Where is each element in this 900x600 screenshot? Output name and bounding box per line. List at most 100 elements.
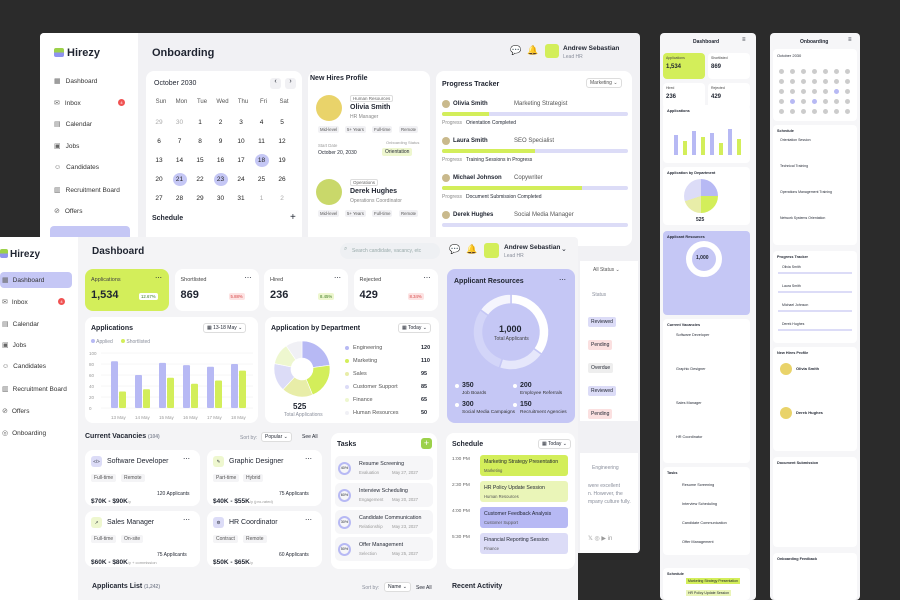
stat-card[interactable]: Hired 236 <box>663 83 705 109</box>
calendar-day[interactable] <box>812 99 817 104</box>
see-all-link[interactable]: See All <box>416 585 432 591</box>
sort-select[interactable]: Popular ⌄ <box>261 432 292 442</box>
calendar-day[interactable] <box>801 79 806 84</box>
calendar-day[interactable]: 1 <box>198 119 202 126</box>
calendar-day[interactable]: 29 <box>155 119 163 126</box>
avatar[interactable] <box>545 44 559 58</box>
calendar-day[interactable] <box>845 99 850 104</box>
calendar-day[interactable]: 18 <box>254 154 269 167</box>
more-icon[interactable]: ⋯ <box>244 275 252 282</box>
sidebar-item-inbox[interactable]: ✉ Inbox 4 <box>0 294 72 310</box>
calendar-day[interactable]: 24 <box>237 176 245 183</box>
calendar-day[interactable]: 16 <box>216 157 225 164</box>
chevron-down-icon[interactable]: ⌄ <box>561 246 567 253</box>
calendar-day[interactable] <box>790 109 795 114</box>
schedule-event[interactable]: Customer Feedback Analysis Customer Suppo… <box>480 507 568 528</box>
prev-month-button[interactable]: ‹ <box>270 78 281 89</box>
calendar-day[interactable]: 23 <box>213 173 228 186</box>
more-icon[interactable]: ⋯ <box>305 456 312 463</box>
calendar-day[interactable] <box>834 109 839 114</box>
task-item[interactable]: 30% Candidate Communication Relationship Ma… <box>335 510 433 534</box>
calendar-day[interactable] <box>834 89 839 94</box>
sidebar-item-calendar[interactable]: ▤ Calendar <box>0 316 72 332</box>
sidebar-item-recruitment-board[interactable]: ▥ Recruitment Board <box>54 186 130 202</box>
more-icon[interactable]: ⋯ <box>423 275 431 282</box>
calendar-day[interactable]: 19 <box>278 157 286 164</box>
calendar-day[interactable] <box>823 99 828 104</box>
calendar-day[interactable]: 15 <box>196 157 204 164</box>
sidebar-item-dashboard[interactable]: ▦ Dashboard <box>54 77 130 93</box>
calendar-day[interactable]: 31 <box>237 195 245 202</box>
stat-card[interactable]: Applications ⋯ 1,534 12.67% <box>85 269 169 311</box>
sidebar-item-candidates[interactable]: ☺ Candidates <box>0 359 72 375</box>
menu-icon[interactable]: ≡ <box>742 37 746 43</box>
calendar-day[interactable] <box>801 89 806 94</box>
sidebar-item-candidates[interactable]: ☺ Candidates <box>54 164 130 180</box>
calendar-day[interactable] <box>812 69 817 74</box>
avatar[interactable] <box>484 243 499 258</box>
vacancy-card[interactable]: ✎ Graphic Designer ⋯ Part-time Hybrid $40K - … <box>207 450 322 506</box>
calendar-day[interactable]: 8 <box>198 138 202 145</box>
calendar-day[interactable]: 2 <box>218 119 223 126</box>
calendar-day[interactable] <box>845 79 850 84</box>
schedule-event[interactable]: Financial Reporting Session Finance <box>480 533 568 554</box>
calendar-day[interactable]: 20 <box>155 176 163 183</box>
calendar-day[interactable] <box>812 89 817 94</box>
sidebar-item-offers[interactable]: ⊘ Offers <box>0 403 72 419</box>
calendar-day[interactable]: 28 <box>175 195 184 202</box>
task-item[interactable]: 50% Offer Management Selection May 25, 2027 <box>335 537 433 561</box>
calendar-day[interactable] <box>779 79 784 84</box>
more-icon[interactable]: ⋯ <box>305 517 312 524</box>
calendar-day[interactable] <box>845 89 850 94</box>
schedule-event[interactable]: Marketing Strategy Presentation Marketing <box>480 455 568 476</box>
calendar-day[interactable] <box>823 89 828 94</box>
calendar-day[interactable] <box>834 99 839 104</box>
vacancy-card[interactable]: </> Software Developer ⋯ Full-time Remote $70… <box>85 450 200 506</box>
calendar-day[interactable] <box>790 79 795 84</box>
calendar-day[interactable] <box>834 79 839 84</box>
hire-card[interactable]: Operations Derek Hughes Operations Coordin… <box>308 175 428 235</box>
calendar-day[interactable] <box>779 109 784 114</box>
sidebar-item-onboarding[interactable]: ◎ Onboarding <box>0 425 72 441</box>
progress-row[interactable]: Michael Johnson Copywriter Progress Documen… <box>442 173 628 207</box>
calendar-day[interactable]: 4 <box>259 119 264 126</box>
sidebar-item-jobs[interactable]: ▣ Jobs <box>54 142 130 158</box>
calendar-day[interactable]: 10 <box>237 138 245 145</box>
calendar-day[interactable]: 11 <box>258 138 265 145</box>
stat-card[interactable]: Rejected ⋯ 429 8.34% <box>353 269 438 311</box>
calendar-day[interactable]: 1 <box>259 195 264 202</box>
menu-icon[interactable]: ≡ <box>848 37 852 43</box>
calendar-day[interactable]: 26 <box>278 176 286 183</box>
calendar-day[interactable] <box>823 69 828 74</box>
calendar-day[interactable] <box>801 69 806 74</box>
calendar-day[interactable] <box>779 89 784 94</box>
schedule-event[interactable]: HR Policy Update Session Human Resources <box>480 481 568 502</box>
calendar-day[interactable]: 14 <box>175 157 184 164</box>
sidebar-item-inbox[interactable]: ✉ Inbox 4 <box>54 98 130 115</box>
sidebar-item-jobs[interactable]: ▣ Jobs <box>0 337 72 353</box>
calendar-day[interactable] <box>779 99 784 104</box>
calendar-day[interactable] <box>823 79 828 84</box>
schedule-filter[interactable]: ▦ Today ⌄ <box>538 439 571 449</box>
calendar-day[interactable] <box>801 99 806 104</box>
sidebar-item-offers[interactable]: ⊘ Offers <box>54 207 130 223</box>
calendar-day[interactable] <box>801 109 806 114</box>
calendar-day[interactable]: 2 <box>280 195 284 202</box>
see-all-link[interactable]: See All <box>302 434 318 440</box>
calendar-day[interactable]: 13 <box>155 157 163 164</box>
calendar-day[interactable]: 5 <box>280 119 284 126</box>
progress-row[interactable]: Laura Smith SEO Specialist Progress Trainin… <box>442 136 628 170</box>
calendar-day[interactable] <box>823 109 828 114</box>
calendar-day[interactable]: 25 <box>257 176 266 183</box>
more-icon[interactable]: ⋯ <box>183 456 190 463</box>
calendar-month[interactable]: October 2030 <box>154 80 197 87</box>
task-item[interactable]: 40% Resume Screening Evaluation May 27, 202… <box>335 456 433 480</box>
social-icons[interactable]: 𝕏 ◎ ▶ in <box>588 536 613 542</box>
calendar-day[interactable]: 29 <box>196 195 204 202</box>
calendar-day[interactable] <box>779 69 784 74</box>
progress-filter[interactable]: Marketing ⌄ <box>586 78 622 88</box>
date-range-select[interactable]: ▦ 13-18 May ⌄ <box>203 323 247 333</box>
progress-row[interactable]: Derek Hughes Social Media Manager <box>442 210 628 244</box>
calendar-day[interactable]: 6 <box>157 138 161 145</box>
calendar-day[interactable] <box>845 69 850 74</box>
